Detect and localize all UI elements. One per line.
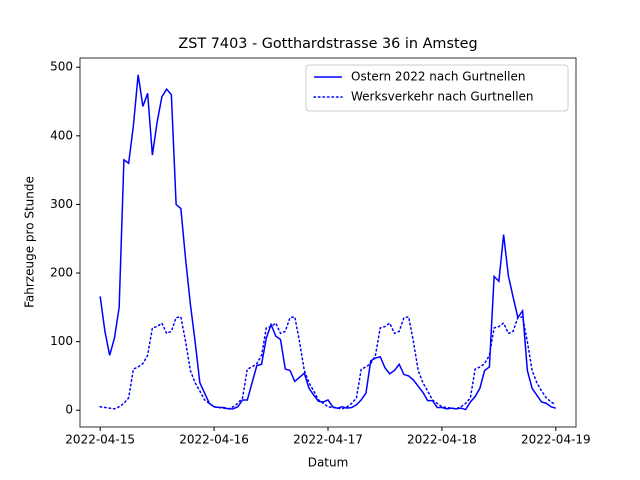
y-axis-label: Fahrzeuge pro Stunde [23, 176, 37, 308]
x-tick-label: 2022-04-15 [65, 433, 135, 447]
line-series [99, 316, 557, 410]
x-tick-label: 2022-04-16 [179, 433, 249, 447]
y-tick-label: 500 [50, 60, 73, 74]
legend-label: Ostern 2022 nach Gurtnellen [351, 70, 525, 84]
y-tick-label: 200 [50, 266, 73, 280]
plot-frame [79, 57, 577, 428]
y-tick-label: 0 [65, 403, 73, 417]
x-tick-label: 2022-04-19 [521, 433, 591, 447]
legend-box [305, 64, 569, 112]
chart-title: ZST 7403 - Gotthardstrasse 36 in Amsteg [178, 36, 477, 52]
x-tick-label: 2022-04-18 [407, 433, 477, 447]
x-tick-label: 2022-04-17 [293, 433, 363, 447]
x-axis-label: Datum [308, 456, 349, 470]
y-tick-label: 300 [50, 197, 73, 211]
y-tick-label: 400 [50, 128, 73, 142]
line-series [99, 74, 557, 411]
y-tick-label: 100 [50, 334, 73, 348]
legend-label: Werksverkehr nach Gurtnellen [351, 90, 534, 104]
